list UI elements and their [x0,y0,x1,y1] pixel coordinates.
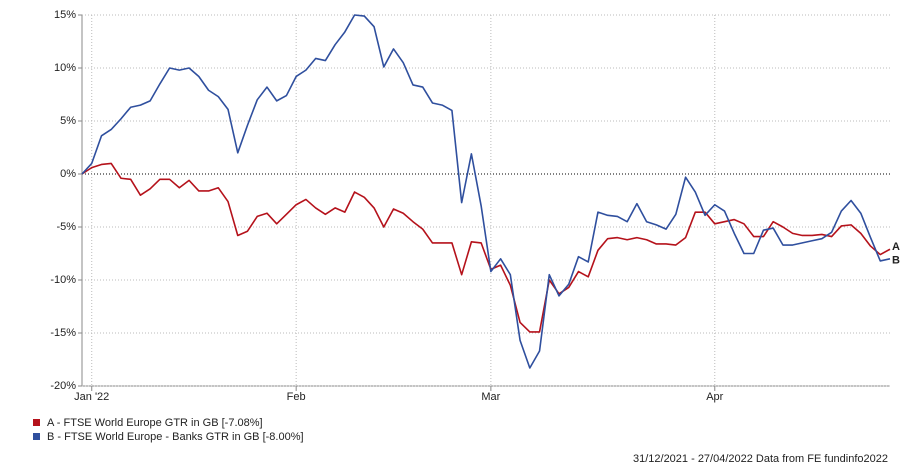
y-tick-label: -5% [56,221,76,233]
series-end-label: A [892,241,900,253]
y-tick-label: 10% [54,62,76,74]
legend-label: A - FTSE World Europe GTR in GB [-7.08%] [47,417,263,429]
legend-swatch [33,433,40,440]
series-end-label: B [892,255,900,267]
x-tick-label: Apr [706,391,723,403]
x-tick-label: Feb [287,391,306,403]
footer: 31/12/2021 - 27/04/2022 Data from FE fun… [633,453,888,465]
legend-swatch [33,419,40,426]
y-tick-label: 0% [60,168,76,180]
legend-label: B - FTSE World Europe - Banks GTR in GB … [47,431,304,443]
x-tick-label: Jan '22 [74,391,109,403]
x-tick-label: Mar [481,391,500,403]
y-tick-label: 5% [60,115,76,127]
y-tick-label: -15% [50,327,76,339]
series-line [81,14,891,369]
y-tick-label: 15% [54,9,76,21]
y-tick-label: -10% [50,274,76,286]
y-tick-label: -20% [50,380,76,392]
series-line [81,162,891,333]
